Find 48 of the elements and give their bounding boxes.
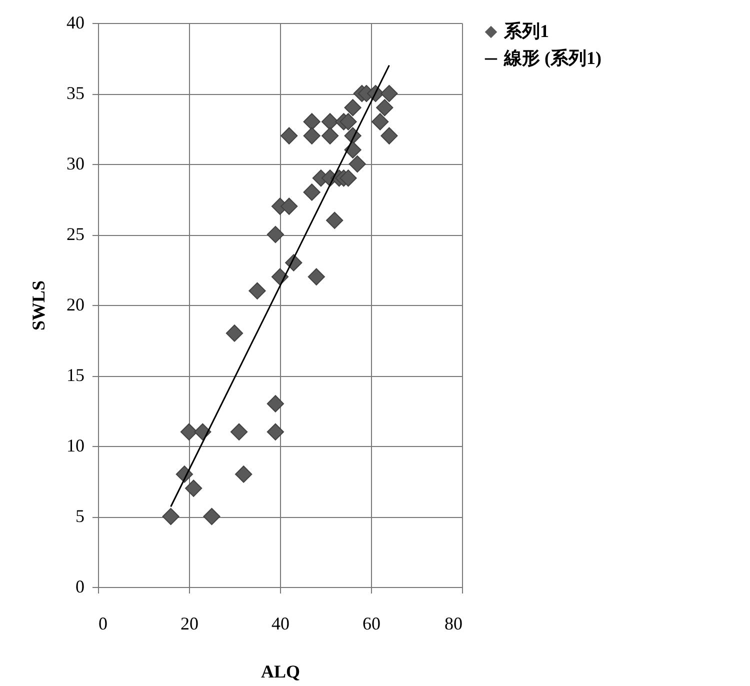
point [226,324,244,342]
point [180,423,198,440]
point [344,141,362,158]
y-tick-label: 5 [76,506,84,526]
y-tick-label: 15 [66,365,84,385]
point [344,99,362,116]
point [303,184,320,201]
point [380,127,398,144]
x-tick-label: 20 [180,614,198,634]
point [184,480,202,497]
x-tick-label: 80 [444,614,462,634]
point [303,113,320,130]
y-tick-label: 25 [66,224,84,244]
y-tick-label: 0 [76,576,84,596]
point [235,466,252,483]
x-axis-title: ALQ [260,662,300,682]
y-tick-label: 40 [66,12,84,32]
point [248,282,266,300]
point [280,127,298,144]
legend-label: 線形 (系列1) [503,48,602,68]
y-tick-label: 30 [66,154,84,174]
point [303,127,320,144]
y-tick-label: 20 [66,294,84,314]
point [340,113,357,130]
point [372,113,389,130]
point [266,395,284,412]
point [376,99,394,116]
point [203,508,220,526]
point [326,212,344,229]
x-tick-label: 40 [272,614,290,634]
point [230,423,248,440]
point [348,155,366,173]
point [162,508,180,526]
x-tick-label: 60 [362,614,380,634]
y-axis-title: SWLS [28,280,48,331]
point [280,198,298,215]
point [321,113,339,130]
point [308,268,325,286]
point [266,226,284,244]
x-tick-label: 0 [98,614,108,634]
point [340,170,357,187]
y-tick-label: 10 [66,436,84,456]
point [380,84,398,102]
point [266,423,284,440]
legend-label: 系列1 [503,21,549,41]
point [321,127,339,144]
y-tick-label: 35 [66,83,84,103]
point [194,423,212,440]
